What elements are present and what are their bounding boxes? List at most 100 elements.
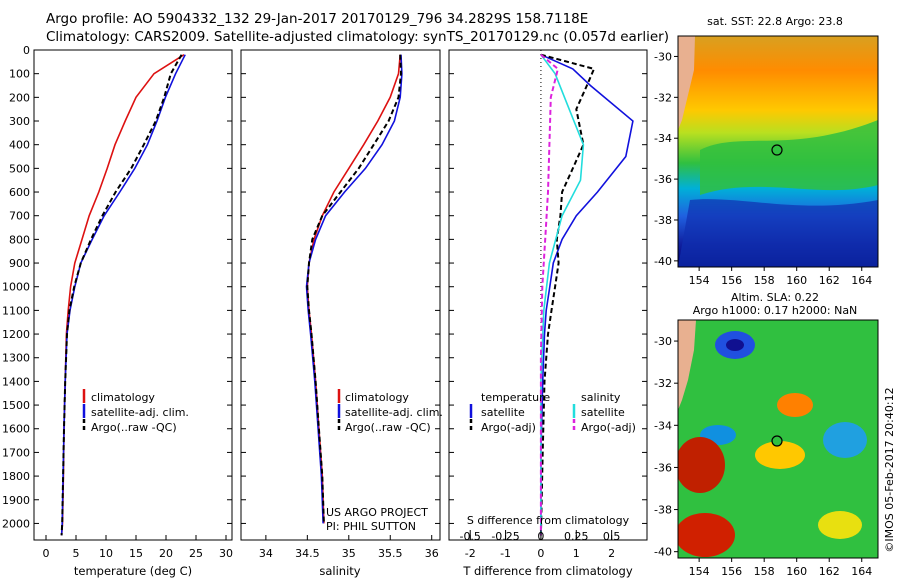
imos-credit: ©IMOS 05-Feb-2017 20:40:12 xyxy=(883,387,896,552)
s-tick-label: -0.25 xyxy=(491,530,519,543)
sst-map: sat. SST: 22.8 Argo: 23.8 -30 -32 -34 -36 -3… xyxy=(654,15,879,287)
salinity-axes-frame xyxy=(240,49,441,541)
x-tick-label: 0 xyxy=(43,547,50,560)
argo-float-marker xyxy=(771,144,783,156)
sla-high-2 xyxy=(755,441,805,469)
series-line-2-2 xyxy=(540,54,585,536)
x-tick-label: 34.5 xyxy=(295,547,320,560)
y-tick-label: 1800 xyxy=(2,470,30,483)
y-tick-label: 0 xyxy=(23,44,30,57)
lon-tick-label: 156 xyxy=(721,274,742,287)
sla-map: Altim. SLA: 0.22 Argo h1000: 0.17 h2000:… xyxy=(654,291,879,578)
y-tick-label: 1400 xyxy=(2,375,30,388)
legend-label-argo: Argo(..raw -QC) xyxy=(91,421,177,434)
series-line-0-2 xyxy=(60,54,183,536)
legend-label-t-satellite: satellite xyxy=(481,406,525,419)
lat-tick-label: -38 xyxy=(654,214,672,227)
x-tick-label: 10 xyxy=(99,547,113,560)
lon-tick-label: 162 xyxy=(819,274,840,287)
sst-front xyxy=(700,120,878,195)
s-tick-label: 0 xyxy=(537,530,544,543)
y-tick-label: 100 xyxy=(9,68,30,81)
climatology-title: Climatology: CARS2009. Satellite-adjuste… xyxy=(46,29,669,45)
lon-tick-label: 160 xyxy=(786,565,807,578)
legend-title-temperature: temperature xyxy=(481,391,550,404)
y-tick-label: 400 xyxy=(9,139,30,152)
x-tick-label: 30 xyxy=(219,547,233,560)
lon-tick-label: 164 xyxy=(851,565,872,578)
sla-low-core-1 xyxy=(726,339,744,351)
lon-tick-label: 156 xyxy=(721,565,742,578)
sst-cold-water xyxy=(678,199,878,267)
x-tick-label: 36 xyxy=(425,547,439,560)
x-tick-label: 5 xyxy=(73,547,80,560)
y-tick-label: 300 xyxy=(9,115,30,128)
x-tick-label: -2 xyxy=(465,547,476,560)
t-difference-xlabel: T difference from climatology xyxy=(462,564,633,578)
legend-label-climatology: climatology xyxy=(345,391,409,404)
y-tick-label: 900 xyxy=(9,257,30,270)
legend-label-t-argo: Argo(-adj) xyxy=(481,421,536,434)
difference-legend: temperature satellite Argo(-adj) salinit… xyxy=(469,391,636,434)
legend-label-argo: Argo(..raw -QC) xyxy=(345,421,431,434)
y-tick-label: 200 xyxy=(9,91,30,104)
x-tick-label: 2 xyxy=(608,547,615,560)
salinity-panel: 34 34.5 35 35.5 36 salinity climatology sate… xyxy=(240,49,443,578)
lat-tick-label: -30 xyxy=(654,335,672,348)
lon-tick-label: 154 xyxy=(689,274,710,287)
x-tick-label: 25 xyxy=(189,547,203,560)
y-tick-label: 500 xyxy=(9,162,30,175)
sla-map-subtitle: Argo h1000: 0.17 h2000: NaN xyxy=(693,304,858,317)
sla-map-frame xyxy=(677,319,879,559)
legend-label-s-argo: Argo(-adj) xyxy=(581,421,636,434)
sst-map-frame xyxy=(677,35,879,268)
sla-high-4 xyxy=(678,513,735,557)
profile-title: Argo profile: AO 5904332_132 29-Jan-2017… xyxy=(46,11,589,27)
lon-tick-label: 154 xyxy=(689,565,710,578)
y-tick-label: 1900 xyxy=(2,494,30,507)
lat-tick-label: -36 xyxy=(654,173,672,186)
lon-tick-label: 158 xyxy=(754,274,775,287)
salinity-legend: climatology satellite-adj. clim. Argo(..… xyxy=(337,389,443,434)
land-mass xyxy=(678,36,695,130)
legend-label-climatology: climatology xyxy=(91,391,155,404)
lat-tick-label: -38 xyxy=(654,504,672,517)
y-tick-label: 1600 xyxy=(2,423,30,436)
x-tick-label: 15 xyxy=(129,547,143,560)
lon-tick-label: 164 xyxy=(851,274,872,287)
s-tick-label: -0.5 xyxy=(459,530,480,543)
lat-tick-label: -34 xyxy=(654,132,672,145)
y-tick-label: 1500 xyxy=(2,399,30,412)
temperature-xlabel: temperature (deg C) xyxy=(74,564,192,578)
legend-label-satellite: satellite-adj. clim. xyxy=(345,406,443,419)
series-line-2-1 xyxy=(539,53,596,536)
x-tick-label: 1 xyxy=(573,547,580,560)
y-tick-label: 1300 xyxy=(2,352,30,365)
lon-tick-label: 160 xyxy=(786,274,807,287)
series-line-2-3 xyxy=(539,53,560,536)
lat-tick-label: -34 xyxy=(654,419,672,432)
y-tick-label: 1200 xyxy=(2,328,30,341)
y-tick-label: 1100 xyxy=(2,304,30,317)
x-tick-label: 35.5 xyxy=(378,547,403,560)
x-tick-label: -1 xyxy=(500,547,511,560)
project-annotation: US ARGO PROJECT xyxy=(326,506,428,519)
s-tick-label: 0.5 xyxy=(603,530,621,543)
y-tick-label: 2000 xyxy=(2,517,30,530)
sla-high-3 xyxy=(678,437,725,493)
sla-high-5 xyxy=(818,511,862,539)
sla-map-title: Altim. SLA: 0.22 xyxy=(731,291,819,304)
land-mass xyxy=(678,320,696,410)
lat-tick-label: -40 xyxy=(654,255,672,268)
y-tick-label: 800 xyxy=(9,233,30,246)
lat-tick-label: -32 xyxy=(654,91,672,104)
sla-high-1 xyxy=(777,393,813,417)
y-tick-label: 700 xyxy=(9,210,30,223)
argo-float-marker xyxy=(771,435,783,447)
legend-title-salinity: salinity xyxy=(581,391,621,404)
difference-panel: -2 -1 0 1 2 -0.5 -0.25 0 0.25 0.5 T difference f… xyxy=(448,49,648,578)
lat-tick-label: -30 xyxy=(654,50,672,63)
temperature-legend: climatology satellite-adj. clim. Argo(..… xyxy=(82,389,189,434)
x-tick-label: 0 xyxy=(537,547,544,560)
